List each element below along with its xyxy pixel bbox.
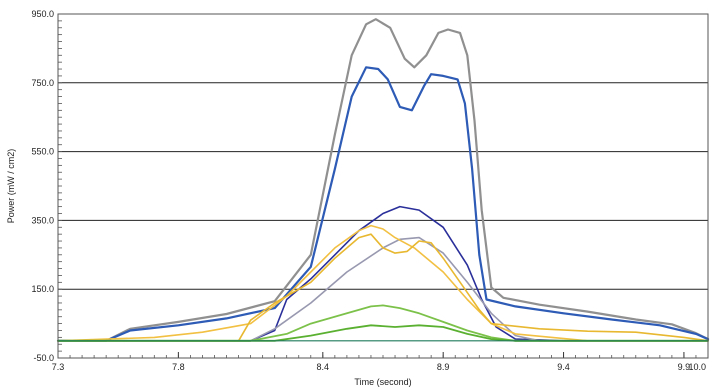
series-line-8 [57,324,709,342]
x-tick-label: 7.8 [172,362,185,372]
series-line-3 [57,205,709,342]
plot-frame [57,13,709,359]
x-tick-labels: 7.3 7.8 8.4 8.9 9.4 9.910.0 [52,352,706,372]
series-line-6 [57,233,709,342]
y-tick-label: 150.0 [31,284,54,294]
y-axis-label: Power (mW / cm2) [6,149,16,224]
x-tick-label: 9.4 [557,362,570,372]
series-line-2 [56,66,710,342]
x-axis-label: Time (second) [354,377,411,387]
y-tick-label: -50.0 [33,353,54,363]
y-tick-label: 550.0 [31,147,54,157]
x-tick-label: 8.4 [317,362,330,372]
x-tick-label: 9.9 [678,362,691,372]
series-line-1 [56,18,710,342]
y-tick-label: 950.0 [31,9,54,19]
x-tick-label: 8.9 [437,362,450,372]
series-line-5 [57,224,709,342]
series-line-7 [57,304,709,342]
y-tick-labels: -50.0 150.0 350.0 550.0 750.0 950.0 [31,9,54,363]
y-tick-label: 750.0 [31,78,54,88]
x-tick-label: 10.0 [688,362,706,372]
grid-lines [57,13,709,359]
series-group [56,18,710,342]
y-tick-label: 350.0 [31,215,54,225]
x-tick-label: 7.3 [52,362,65,372]
